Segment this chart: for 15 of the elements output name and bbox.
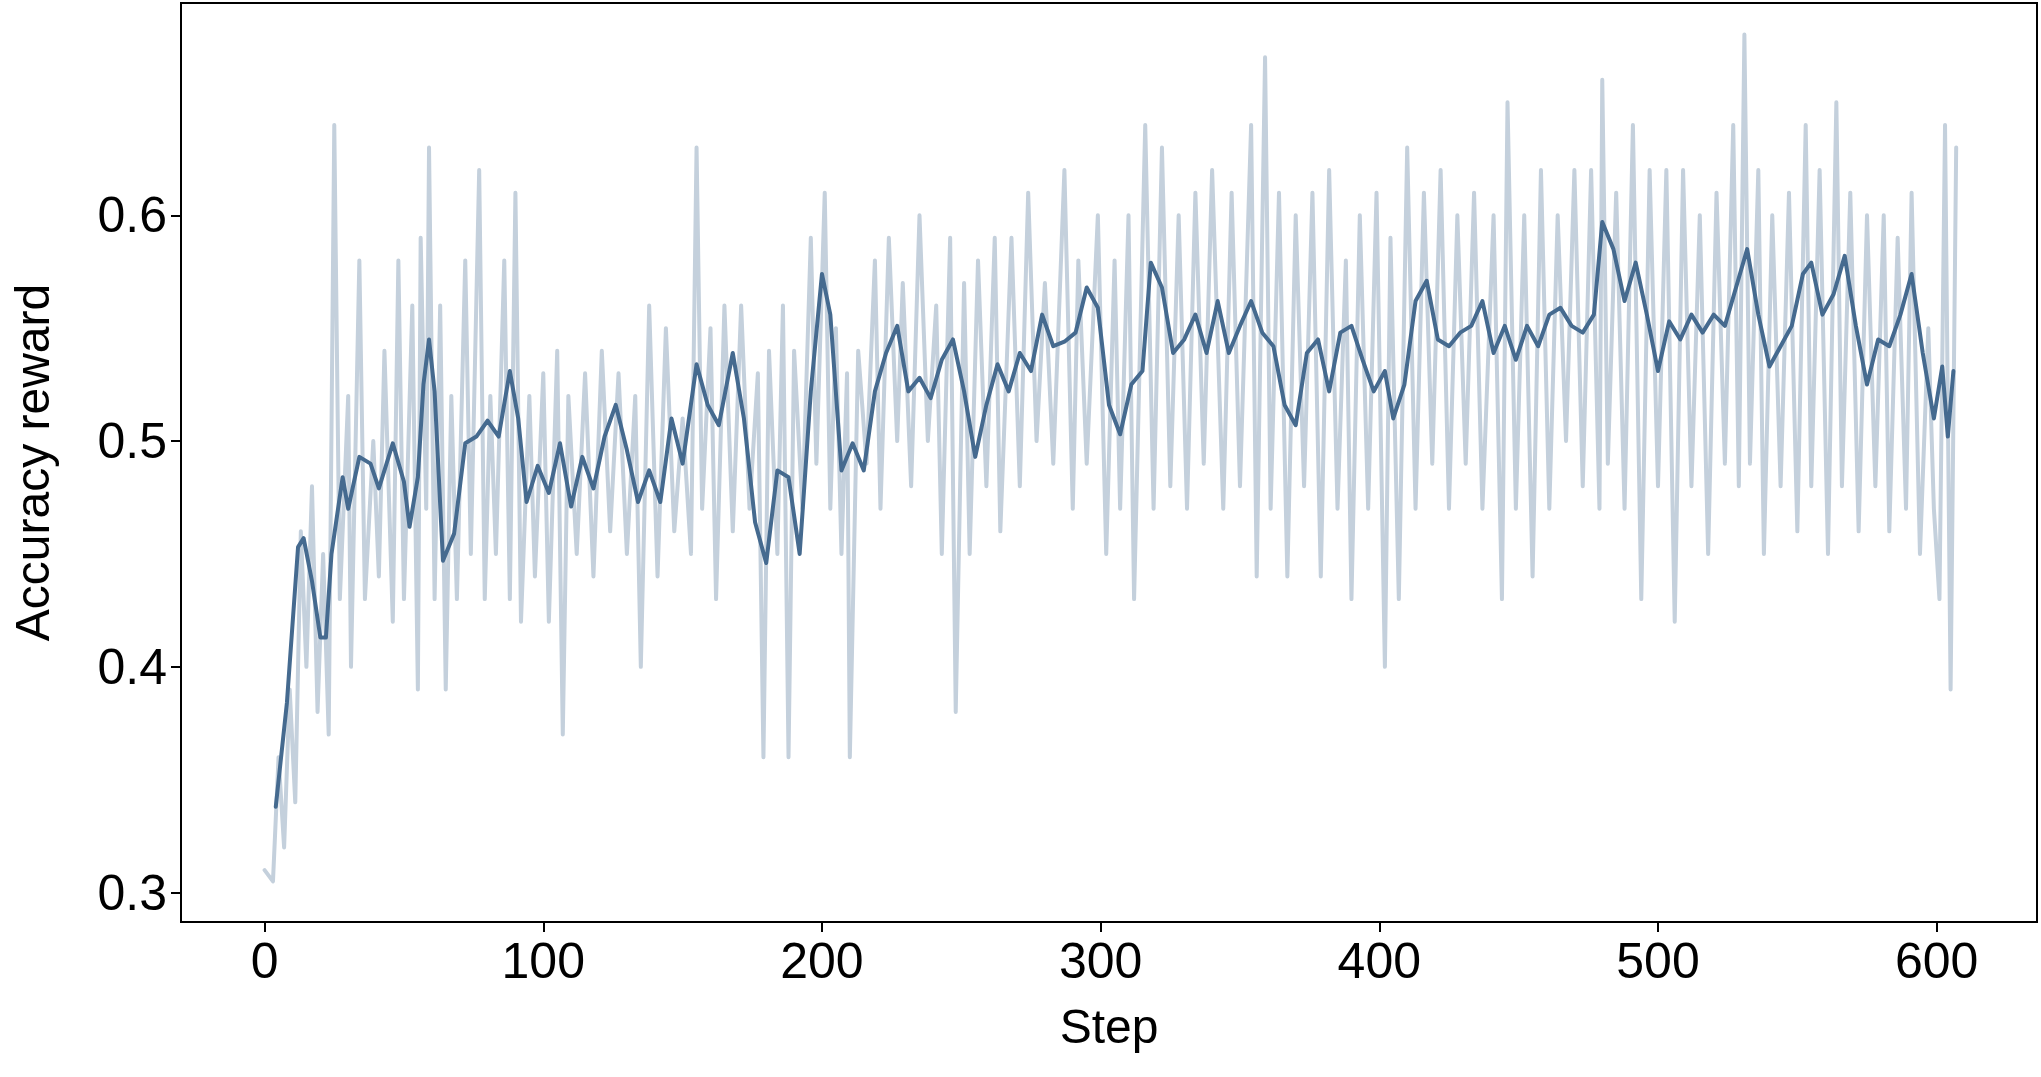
x-axis-title: Step [1059, 999, 1159, 1053]
line-series [262, 32, 1959, 884]
x-tick-label: 300 [1058, 933, 1143, 989]
x-tick-label: 100 [501, 933, 585, 989]
y-tick-label: 0.3 [97, 864, 167, 921]
line-series [273, 220, 1956, 809]
y-axis-title: Accuracy reward [5, 283, 59, 642]
y-tick-label: 0.4 [97, 638, 167, 695]
x-tick-label: 0 [250, 933, 279, 989]
x-tick-label: 600 [1894, 933, 1979, 989]
x-tick-label: 200 [780, 933, 864, 989]
x-tick-label: 500 [1616, 933, 1700, 989]
y-tick-label: 0.6 [97, 187, 167, 244]
x-tick-label: 400 [1337, 933, 1422, 989]
y-tick-label: 0.5 [97, 413, 167, 470]
